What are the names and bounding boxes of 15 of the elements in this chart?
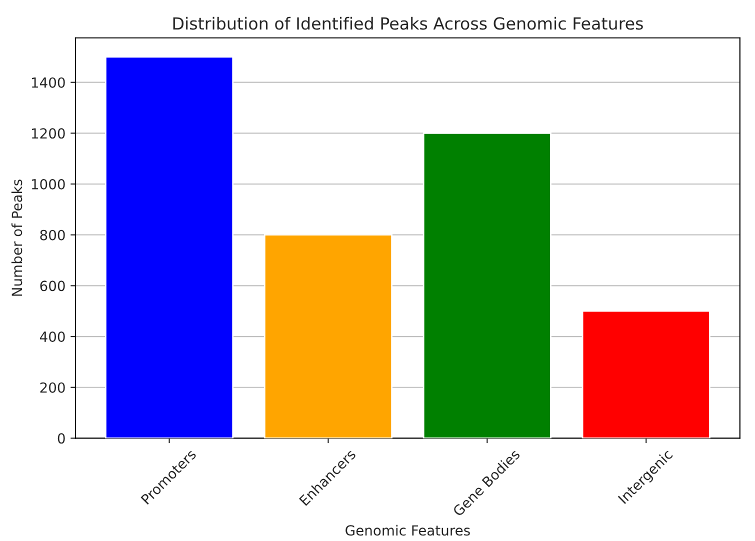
bar xyxy=(264,234,392,438)
y-tick-label: 800 xyxy=(40,230,65,240)
y-tick-label: 1400 xyxy=(32,77,65,88)
x-axis-title: Genomic Features xyxy=(346,524,470,536)
y-tick-label: 600 xyxy=(40,280,65,292)
bar xyxy=(582,310,710,438)
y-axis-title: Number of Peaks xyxy=(11,180,22,296)
bar xyxy=(422,132,552,438)
y-tick-label: 0 xyxy=(58,433,65,444)
y-tick-label: 1000 xyxy=(32,178,65,190)
bar xyxy=(105,56,234,438)
y-tick-label: 200 xyxy=(40,382,65,393)
y-tick-label: 1200 xyxy=(32,128,65,139)
chart-title: Distribution of Identified Peaks Across Genomic Features xyxy=(173,16,643,30)
y-tick-label: 400 xyxy=(40,332,65,342)
